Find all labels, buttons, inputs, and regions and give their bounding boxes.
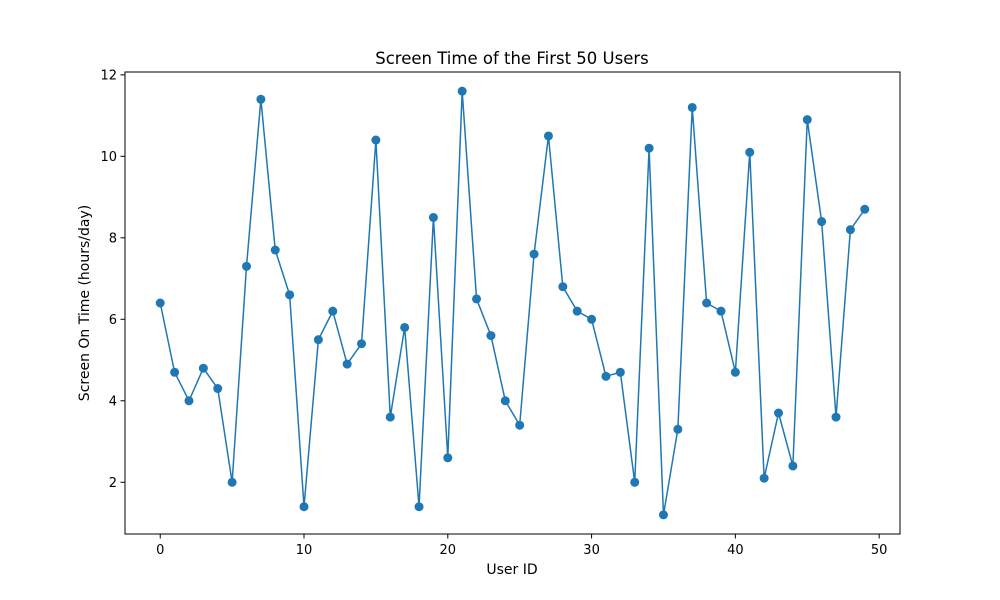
- data-point: [213, 384, 223, 394]
- data-point: [658, 510, 668, 520]
- y-tick-label: 4: [109, 394, 117, 409]
- data-point: [745, 147, 755, 157]
- data-point: [759, 473, 769, 483]
- data-point: [601, 371, 611, 381]
- data-point: [774, 408, 783, 418]
- data-point: [572, 306, 582, 316]
- data-point: [170, 367, 180, 377]
- y-tick-label: 6: [109, 313, 117, 328]
- data-point: [486, 331, 496, 341]
- data-point: [860, 204, 870, 214]
- x-tick-label: 50: [871, 543, 888, 558]
- data-point: [457, 86, 467, 96]
- x-tick-label: 30: [583, 543, 600, 558]
- y-tick-label: 8: [109, 231, 117, 246]
- data-point: [198, 363, 208, 373]
- data-point: [529, 249, 539, 259]
- chart-title: Screen Time of the First 50 Users: [375, 49, 648, 68]
- data-point: [716, 306, 726, 316]
- data-point: [443, 453, 453, 463]
- data-point: [299, 502, 309, 512]
- data-point: [644, 143, 654, 153]
- data-point: [357, 339, 367, 349]
- data-point: [342, 359, 352, 369]
- data-point: [817, 217, 827, 227]
- data-point: [615, 367, 625, 377]
- data-point: [687, 102, 697, 112]
- data-point: [270, 245, 280, 255]
- x-axis: 0 10 20 30 40 50: [156, 534, 887, 558]
- data-point: [802, 115, 812, 125]
- data-point: [831, 412, 841, 422]
- data-point: [371, 135, 381, 145]
- data-point: [313, 335, 323, 345]
- data-point: [630, 477, 640, 487]
- x-tick-label: 10: [296, 543, 313, 558]
- data-point: [414, 502, 424, 512]
- data-point: [227, 477, 237, 487]
- x-tick-label: 20: [440, 543, 457, 558]
- data-point: [730, 367, 740, 377]
- data-point: [428, 212, 438, 222]
- data-point: [558, 282, 568, 292]
- data-point: [500, 396, 510, 406]
- x-axis-label: User ID: [486, 562, 537, 578]
- data-point: [702, 298, 712, 308]
- data-point: [328, 306, 338, 316]
- data-point: [285, 290, 295, 300]
- y-axis: 2 4 6 8 10 12: [100, 68, 125, 491]
- y-tick-label: 2: [109, 476, 117, 491]
- y-tick-label: 12: [100, 68, 117, 83]
- y-axis-label: Screen On Time (hours/day): [77, 205, 93, 401]
- data-point: [587, 314, 597, 324]
- data-point: [472, 294, 482, 304]
- data-point: [515, 420, 525, 430]
- x-tick-label: 40: [727, 543, 744, 558]
- series-line: [159, 90, 866, 516]
- data-point: [673, 424, 683, 434]
- plot-frame: [124, 71, 901, 535]
- data-point: [788, 461, 798, 471]
- y-tick-label: 10: [100, 150, 117, 165]
- data-point: [155, 298, 165, 308]
- plot-area: [155, 86, 870, 520]
- data-point: [184, 396, 194, 406]
- data-point: [845, 225, 855, 235]
- data-point: [543, 131, 553, 141]
- data-point: [400, 322, 410, 332]
- data-point: [242, 261, 251, 271]
- data-point: [256, 94, 266, 104]
- x-tick-label: 0: [156, 543, 164, 558]
- data-point: [385, 412, 395, 422]
